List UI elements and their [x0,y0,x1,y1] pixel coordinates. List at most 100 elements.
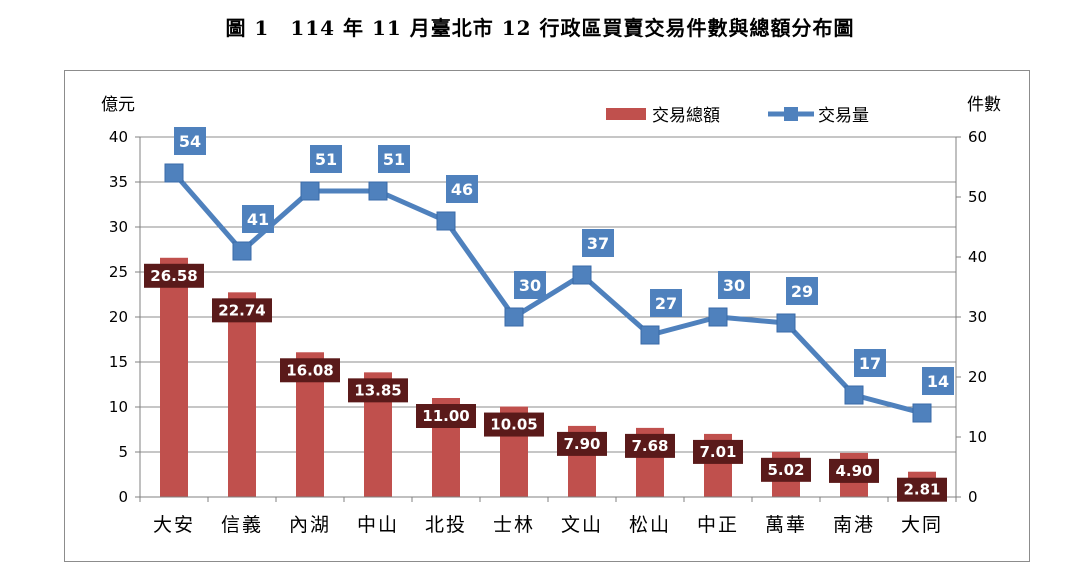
line-label-box [718,271,750,299]
line-label-box [786,277,818,305]
bar-value-label: 16.08 [286,361,333,379]
legend-line-label: 交易量 [818,106,869,126]
line-value-label: 27 [655,294,677,313]
line-value-label: 54 [179,132,201,151]
left-tick-label: 15 [109,353,128,371]
bar-label-box [625,433,675,458]
bar-label-box [212,298,272,323]
right-tick-label: 40 [968,248,987,266]
line-value-label: 37 [587,234,609,253]
right-axis-title: 件數 [967,95,1001,115]
line-marker [640,325,660,345]
line-marker [912,403,932,423]
line-value-label: 51 [315,150,337,169]
bar-value-label: 4.90 [835,462,872,480]
line-value-label: 30 [519,276,541,295]
line-value-label: 17 [859,354,881,373]
legend-bar-label: 交易總額 [652,106,720,126]
line-label-box [242,205,274,233]
left-tick-label: 30 [109,218,128,236]
bar-value-label: 2.81 [903,481,940,499]
bar-label-box [416,404,476,428]
bar-label-box [144,263,204,288]
x-tick-label: 內湖 [289,514,331,536]
left-tick-label: 25 [109,263,128,281]
x-tick-label: 大同 [901,514,943,536]
bar-label-box [761,457,811,482]
x-tick-label: 松山 [629,514,671,536]
line-marker [708,307,728,327]
right-tick-label: 30 [968,308,987,326]
line-value-label: 41 [247,210,269,229]
gridlines [140,136,956,453]
line-value-label: 30 [723,276,745,295]
bar-value-label: 5.02 [767,461,804,479]
line-value-label: 46 [451,180,473,199]
x-tick-label: 北投 [425,514,467,536]
legend-bar-swatch [606,108,646,120]
line-value-label: 29 [791,282,813,301]
left-tick-label: 40 [109,128,128,146]
bar-label-box [557,431,607,456]
right-tick-label: 20 [968,368,987,386]
bar-value-label: 22.74 [218,301,265,319]
line-label-box [446,175,478,203]
bar-value-label: 10.05 [490,416,537,434]
x-tick-label: 萬華 [765,514,807,536]
line-marker [368,181,388,201]
line-label-box [854,349,886,377]
bar-value-label: 13.85 [354,381,401,399]
bar-label-box [829,458,879,483]
left-tick-label: 20 [109,308,128,326]
right-tick-label: 0 [968,488,978,506]
line-marker [844,385,864,405]
line-marker [232,241,252,261]
bar [228,292,256,497]
right-tick-label: 10 [968,428,987,446]
line-marker [436,211,456,231]
line-value-label: 51 [383,150,405,169]
line-marker [164,163,184,183]
bar-value-label: 11.00 [422,407,469,425]
left-tick-label: 0 [118,488,128,506]
line-marker [572,265,592,285]
line-marker [776,313,796,333]
left-axis-title: 億元 [101,95,135,115]
data-labels-group: 26.58 22.74 16.08 13.85 11.00 10.05 7.90 7.68 7.… [144,127,954,502]
x-tick-label: 大安 [153,514,195,536]
bar-label-box [484,412,544,437]
figure-title: 圖 1 114 年 11 月臺北市 12 行政區買賣交易件數與總額分布圖 [225,16,855,40]
series-line [172,171,923,416]
chart-frame [64,70,1030,562]
line-label-box [582,229,614,257]
right-tick-label: 60 [968,128,987,146]
legend-line-marker [784,107,798,121]
bar-value-label: 26.58 [150,267,197,285]
left-tick-label: 35 [109,173,128,191]
line-marker [504,307,524,327]
line-label-box [310,145,342,173]
line-label-box [922,367,954,395]
bar-value-label: 7.68 [631,437,668,455]
line-value-label: 14 [927,372,949,391]
x-tick-label: 中正 [697,514,739,536]
left-tick-label: 10 [109,398,128,416]
bar-value-label: 7.01 [699,443,736,461]
axes-group: 0 5 10 15 20 25 30 35 40 0 10 20 30 40 50 60 大安 信義 內湖 中山 北投 士… [101,95,1001,536]
x-tick-label: 信義 [221,514,263,536]
line-group [164,163,932,423]
bar-value-label: 7.90 [563,435,600,453]
line-label-box [650,289,682,317]
bar-label-box [693,439,743,464]
bar-label-box [280,358,340,383]
bar-label-box [897,477,947,502]
x-tick-label: 文山 [561,514,603,536]
left-tick-label: 5 [118,443,128,461]
line-marker [300,181,320,201]
x-tick-label: 士林 [493,514,535,536]
x-tick-label: 中山 [357,514,399,536]
bar-label-box [348,378,408,403]
x-tick-label: 南港 [833,514,875,536]
legend: 交易總額 交易量 [606,106,869,126]
